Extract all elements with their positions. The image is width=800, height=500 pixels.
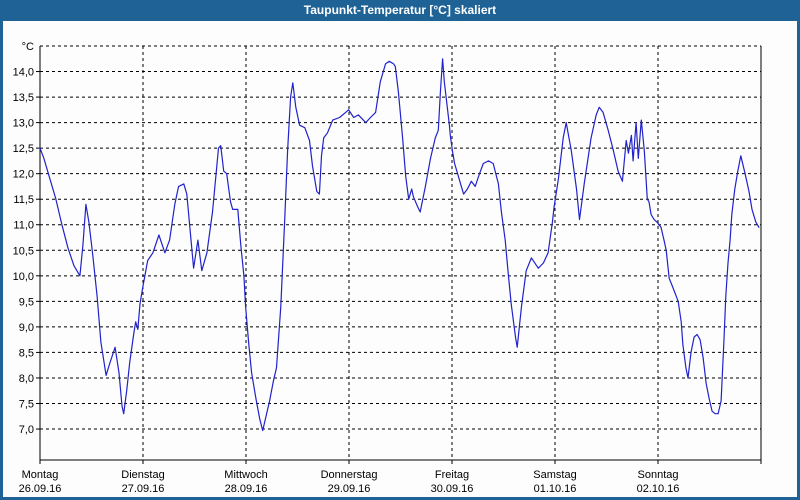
y-tick-label: 8,0 [19, 373, 34, 385]
y-tick-label: 13,0 [13, 118, 34, 130]
y-tick-label: 14,0 [13, 67, 34, 79]
y-tick-label: 11,5 [13, 194, 34, 206]
y-tick-label: 13,5 [13, 92, 34, 104]
y-tick-label: 10,5 [13, 245, 34, 257]
y-tick-label: 9,5 [19, 296, 34, 308]
x-day-name-label: Freitag [435, 469, 469, 481]
x-day-name-label: Sonntag [638, 469, 679, 481]
x-day-date-label: 27.09.16 [122, 483, 165, 495]
chart-content-area: 14,0 13,5 13,0 12,5 12,0 11,5 11,0 10,5 10,0 9,5 9… [3, 21, 797, 497]
x-day-date-label: 29.09.16 [328, 483, 371, 495]
x-day-name-label: Samstag [533, 469, 576, 481]
y-tick-label: 8,5 [19, 347, 34, 359]
x-day-name-label: Dienstag [121, 469, 164, 481]
x-day-name-label: Mittwoch [224, 469, 267, 481]
x-day-date-label: 02.10.16 [637, 483, 680, 495]
y-tick-label: 7,5 [19, 398, 34, 410]
x-day-date-label: 30.09.16 [431, 483, 474, 495]
y-tick-label: 12,5 [13, 143, 34, 155]
x-day-name-label: Montag [22, 469, 59, 481]
x-day-date-label: 28.09.16 [225, 483, 268, 495]
chart-svg: 14,0 13,5 13,0 12,5 12,0 11,5 11,0 10,5 10,0 9,5 9… [13, 41, 762, 495]
window-titlebar: Taupunkt-Temperatur [°C] skaliert [0, 0, 800, 21]
y-tick-label: 10,0 [13, 271, 34, 283]
x-day-date-label: 01.10.16 [534, 483, 577, 495]
y-tick-label: 9,0 [19, 322, 34, 334]
x-day-date-label: 26.09.16 [19, 483, 62, 495]
y-tick-label: 7,0 [19, 424, 34, 436]
dewpoint-series-line [39, 58, 760, 432]
y-tick-label: 12,0 [13, 169, 34, 181]
y-tick-label: 11,0 [13, 220, 34, 232]
window-title-text: Taupunkt-Temperatur [°C] skaliert [303, 3, 497, 17]
y-axis-unit-label: °C [22, 41, 34, 53]
x-day-name-label: Donnerstag [321, 469, 378, 481]
